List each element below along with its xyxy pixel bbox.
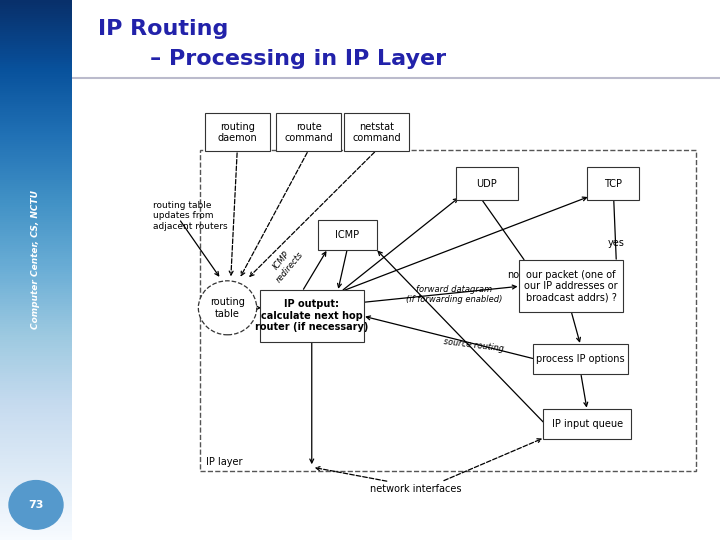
Text: routing
daemon: routing daemon: [217, 122, 257, 143]
Text: IP output:
calculate next hop
router (if necessary): IP output: calculate next hop router (if…: [255, 299, 369, 333]
Text: ICMP: ICMP: [336, 230, 359, 240]
Text: source routing: source routing: [443, 338, 505, 354]
FancyArrowPatch shape: [572, 313, 580, 342]
FancyBboxPatch shape: [260, 290, 364, 342]
FancyArrowPatch shape: [229, 153, 237, 275]
Ellipse shape: [9, 481, 63, 529]
FancyArrowPatch shape: [241, 153, 307, 275]
FancyArrowPatch shape: [181, 221, 219, 276]
FancyArrowPatch shape: [581, 375, 588, 406]
FancyBboxPatch shape: [587, 167, 639, 200]
FancyBboxPatch shape: [519, 260, 623, 312]
Text: Computer Center, CS, NCTU: Computer Center, CS, NCTU: [32, 190, 40, 329]
Text: forward datagram
(if forwarding enabled): forward datagram (if forwarding enabled): [406, 285, 503, 304]
FancyArrowPatch shape: [611, 188, 616, 259]
FancyBboxPatch shape: [456, 167, 518, 200]
FancyArrowPatch shape: [250, 152, 374, 276]
FancyArrowPatch shape: [316, 467, 387, 481]
FancyArrowPatch shape: [378, 252, 543, 422]
FancyBboxPatch shape: [543, 409, 631, 439]
Text: process IP options: process IP options: [536, 354, 625, 364]
Text: no: no: [508, 271, 520, 280]
Text: ICMP
redirects: ICMP redirects: [266, 243, 305, 284]
FancyArrowPatch shape: [444, 439, 541, 481]
Text: 73: 73: [28, 500, 44, 510]
FancyArrowPatch shape: [473, 187, 524, 260]
Text: network interfaces: network interfaces: [369, 484, 462, 494]
FancyBboxPatch shape: [204, 113, 270, 151]
FancyArrowPatch shape: [366, 316, 533, 359]
Text: IP Routing: IP Routing: [98, 19, 228, 39]
FancyBboxPatch shape: [344, 113, 409, 151]
FancyArrowPatch shape: [303, 252, 326, 289]
Ellipse shape: [198, 281, 257, 335]
Text: – Processing in IP Layer: – Processing in IP Layer: [150, 49, 446, 69]
FancyBboxPatch shape: [276, 113, 341, 151]
FancyArrowPatch shape: [343, 197, 587, 291]
Text: UDP: UDP: [477, 179, 497, 188]
Text: IP input queue: IP input queue: [552, 419, 623, 429]
FancyBboxPatch shape: [318, 220, 377, 250]
FancyArrowPatch shape: [343, 199, 457, 290]
FancyArrowPatch shape: [256, 306, 261, 310]
Text: route
command: route command: [284, 122, 333, 143]
FancyBboxPatch shape: [534, 344, 628, 374]
Text: yes: yes: [608, 238, 625, 248]
Text: IP layer: IP layer: [206, 457, 243, 467]
Text: TCP: TCP: [604, 179, 622, 188]
Text: routing
table: routing table: [210, 297, 245, 319]
Text: our packet (one of
our IP addresses or
broadcast addrs) ?: our packet (one of our IP addresses or b…: [524, 269, 618, 303]
Text: routing table
updates from
adjacent routers: routing table updates from adjacent rout…: [153, 201, 228, 231]
FancyArrowPatch shape: [338, 251, 347, 287]
FancyArrowPatch shape: [365, 285, 516, 302]
FancyArrowPatch shape: [310, 343, 314, 463]
Text: netstat
command: netstat command: [352, 122, 401, 143]
